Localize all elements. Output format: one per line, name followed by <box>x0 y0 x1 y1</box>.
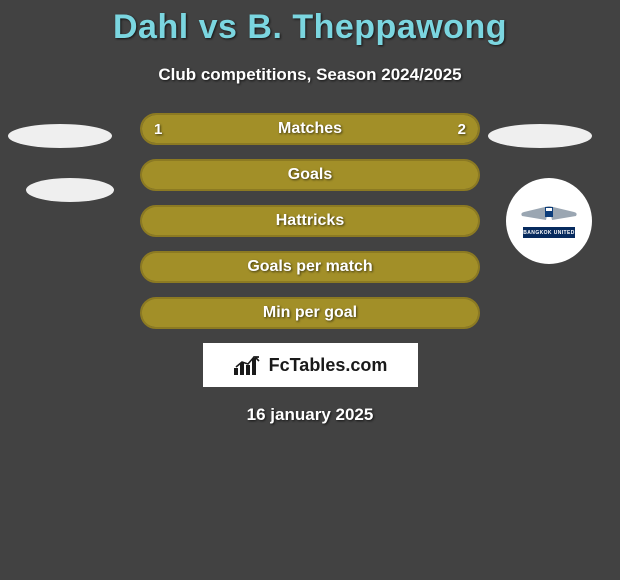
stat-label: Matches <box>142 115 478 143</box>
stat-row: Hattricks <box>0 205 620 237</box>
stat-label: Min per goal <box>142 299 478 327</box>
page-title: Dahl vs B. Theppawong <box>0 0 620 47</box>
stat-value-right: 2 <box>458 115 466 143</box>
brand-text: FcTables.com <box>269 355 388 376</box>
stat-bar-goals-per-match: Goals per match <box>140 251 480 283</box>
brand-box: FcTables.com <box>203 343 418 387</box>
stats-container: Matches1 2 Goals Hattricks Goals per match Mi… <box>0 113 620 329</box>
stat-label: Hattricks <box>142 207 478 235</box>
stat-row: Min per goal <box>0 297 620 329</box>
stat-bar-goals: Goals <box>140 159 480 191</box>
stat-bar-matches: Matches1 2 <box>140 113 480 145</box>
stat-bar-min-per-goal: Min per goal <box>140 297 480 329</box>
stat-row: Matches1 2 <box>0 113 620 145</box>
subtitle: Club competitions, Season 2024/2025 <box>0 65 620 85</box>
stat-label: Goals <box>142 161 478 189</box>
stat-row: Goals per match <box>0 251 620 283</box>
stat-bar-hattricks: Hattricks <box>140 205 480 237</box>
stat-row: Goals <box>0 159 620 191</box>
stat-value-left: 1 <box>154 115 162 143</box>
stat-label: Goals per match <box>142 253 478 281</box>
bars-icon <box>233 354 261 376</box>
date-line: 16 january 2025 <box>0 405 620 425</box>
